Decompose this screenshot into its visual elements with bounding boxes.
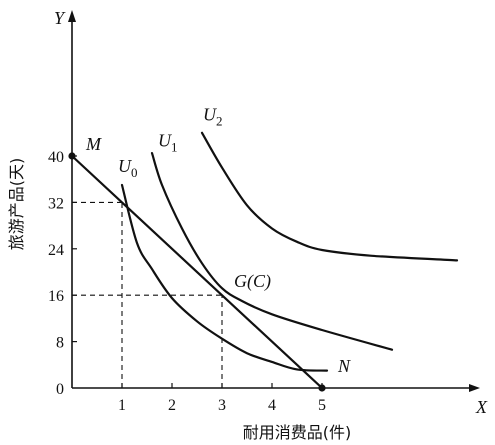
x-axis-arrow (469, 384, 480, 392)
point-m-dot (68, 152, 76, 160)
curve-label-subscript: 0 (131, 165, 138, 180)
curve-labels: M N U0 U1 U2 G(C) (85, 105, 351, 376)
y-tick-label: 32 (48, 195, 64, 212)
x-axis-label: 耐用消费品(件) (243, 423, 352, 442)
x-tick-label: 1 (118, 397, 126, 414)
indifference-curve-u1 (150, 152, 394, 351)
point-g-label: G(C) (234, 271, 271, 292)
x-tick-label: 5 (318, 397, 326, 414)
y-tick-label: 8 (56, 335, 64, 352)
x-tick-label: 4 (268, 397, 276, 414)
y-tick-label: 24 (48, 242, 64, 259)
curve-label-u2: U2 (203, 105, 223, 129)
curve-label-subscript: 1 (171, 140, 178, 155)
x-tick-label: 2 (168, 397, 176, 414)
y-axis-label: 旅游产品(天) (7, 158, 26, 251)
x-tick-label: 3 (218, 397, 226, 414)
indifference-curve-u2 (200, 131, 459, 262)
curve-label-subscript: 2 (216, 114, 223, 129)
y-tick-label: 40 (48, 149, 64, 166)
point-n-label: N (337, 356, 351, 376)
x-axis-name: X (475, 397, 488, 417)
axes (68, 10, 480, 392)
point-m-label: M (85, 134, 102, 154)
curve-label-u1: U1 (158, 131, 178, 155)
curves (68, 131, 459, 392)
budget-line (71, 155, 323, 389)
y-axis-arrow (68, 10, 76, 22)
curve-label-u0: U0 (118, 156, 138, 180)
y-tick-label: 0 (56, 381, 64, 398)
y-axis-name: Y (54, 8, 66, 28)
dashed-guides (72, 201, 223, 388)
indifference-curve-u0 (120, 183, 329, 372)
y-tick-label: 16 (48, 288, 64, 305)
point-n-dot (318, 384, 326, 392)
